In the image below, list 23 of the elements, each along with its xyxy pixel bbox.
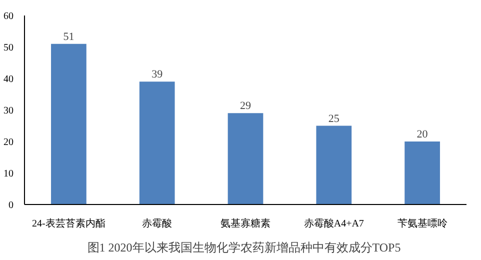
data-label: 25: [328, 112, 340, 125]
x-tick-label: 赤霉酸A4+A7: [304, 218, 364, 230]
x-tick-label: 氨基寡糖素: [220, 218, 270, 230]
bar: [228, 113, 264, 204]
x-tick-label: 24-表芸苔素内酯: [32, 218, 106, 230]
data-label: 39: [152, 68, 164, 81]
x-tick-label: 苄氨基嘌呤: [397, 218, 448, 230]
y-tick-label: 0: [8, 200, 14, 211]
y-tick-label: 10: [4, 168, 14, 180]
y-tick-label: 60: [4, 11, 14, 22]
bar: [404, 142, 440, 204]
data-label: 29: [240, 100, 252, 112]
y-tick-label: 40: [4, 74, 14, 85]
y-tick-label: 20: [4, 137, 14, 148]
bar: [316, 126, 352, 204]
bar: [139, 82, 175, 204]
y-tick-label: 50: [4, 42, 14, 54]
y-tick-label: 30: [4, 106, 14, 116]
text: 图1 2020年以来我国生物化学农药新增品种中有效成分TOP5: [87, 240, 401, 254]
data-label: 20: [416, 128, 428, 140]
x-tick-label: 赤霉酸: [142, 218, 172, 230]
bar: [51, 44, 86, 204]
data-label: 51: [63, 30, 74, 43]
